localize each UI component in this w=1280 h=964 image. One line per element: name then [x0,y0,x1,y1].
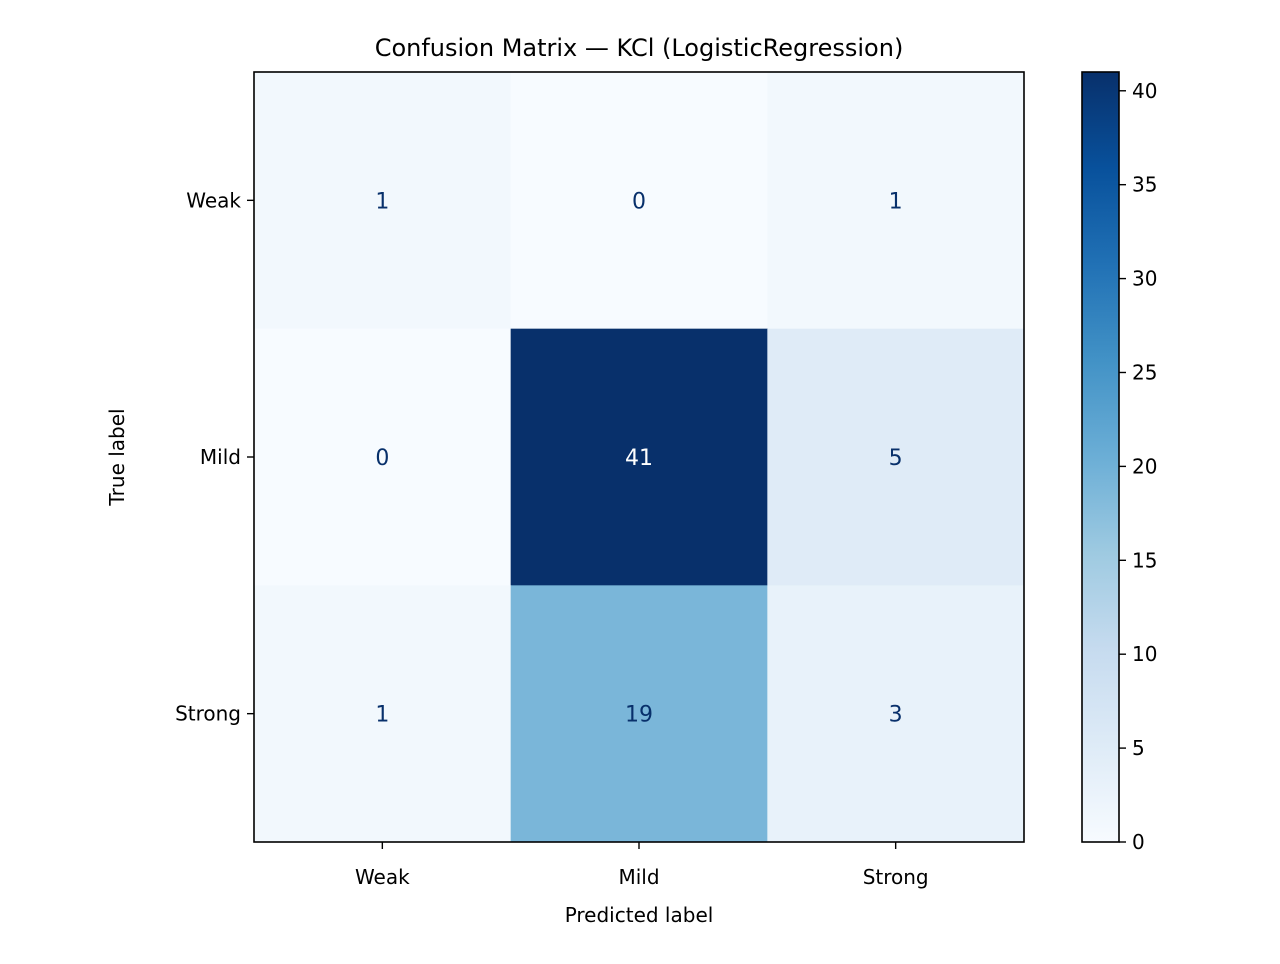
cell-value-labels: 1 0 1 0 41 5 1 19 3 [375,189,902,727]
heatmap-cell [254,72,512,330]
y-tick-label: Mild [200,445,241,469]
cell-value: 41 [625,446,653,471]
heatmap-cells [254,72,1025,843]
colorbar-tick-label: 20 [1132,454,1157,478]
cell-value: 3 [889,703,903,728]
colorbar-tick-label: 35 [1132,173,1157,197]
heatmap-cell [510,72,768,330]
y-axis-label: True label [105,408,129,506]
heatmap-cell [767,328,1025,586]
colorbar [1081,71,1120,843]
cell-value: 1 [375,703,389,728]
colorbar-tick-label: 0 [1132,830,1145,854]
heatmap-cell [767,585,1025,843]
colorbar-tick-label: 5 [1132,736,1145,760]
heatmap-cell [767,72,1025,330]
heatmap-cell [510,328,768,586]
y-tick-label: Weak [186,188,241,212]
colorbar-tick-label: 25 [1132,360,1157,384]
x-axis-label: Predicted label [565,903,714,927]
cell-value: 1 [889,189,903,214]
heatmap-cell [510,585,768,843]
cell-value: 19 [625,703,653,728]
x-tick-label: Mild [618,865,659,889]
colorbar-tick-label: 10 [1132,642,1157,666]
cell-value: 0 [632,189,646,214]
colorbar-tick-label: 15 [1132,548,1157,572]
x-tick-label: Strong [863,865,929,889]
colorbar-tick-label: 30 [1132,267,1157,291]
colorbar-ticks: 0 5 10 15 20 25 30 35 40 [1119,79,1157,854]
y-tick-label: Strong [175,702,241,726]
y-axis: Weak Mild Strong [175,188,254,726]
colorbar-tick-label: 40 [1132,79,1157,103]
heatmap-cell [254,328,512,586]
heatmap-cell [254,585,512,843]
chart-title: Confusion Matrix — KCl (LogisticRegressi… [375,34,904,62]
x-axis: Weak Mild Strong [355,842,929,889]
cell-value: 5 [889,446,903,471]
cell-value: 0 [375,446,389,471]
cell-value: 1 [375,189,389,214]
x-tick-label: Weak [355,865,410,889]
